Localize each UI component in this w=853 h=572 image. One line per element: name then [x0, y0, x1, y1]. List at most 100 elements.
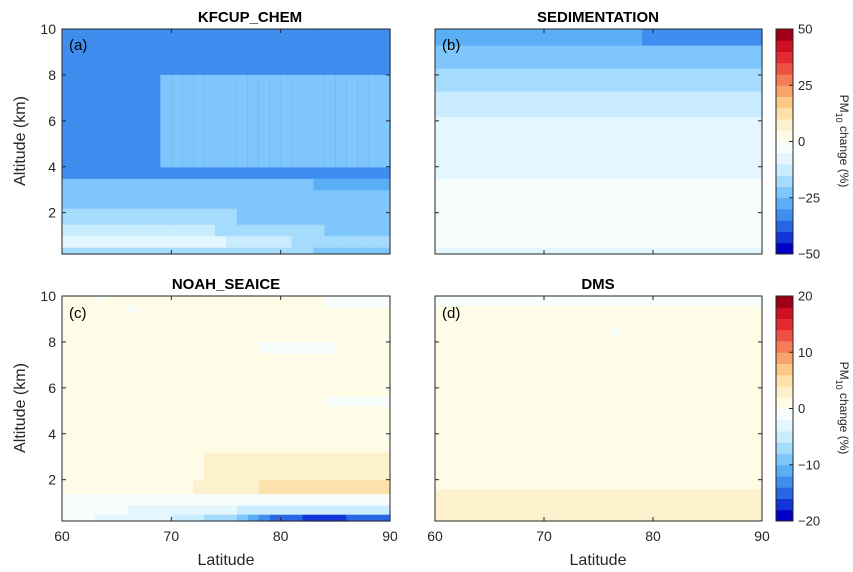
panel-c-label: (c) — [69, 305, 87, 322]
heatmap-cell — [269, 235, 282, 248]
heatmap-cell — [62, 296, 74, 453]
heatmap-cell — [445, 116, 458, 179]
heatmap-cell — [335, 224, 347, 237]
heatmap-cell — [533, 68, 545, 92]
heatmap-cell — [576, 178, 589, 248]
heatmap-cell — [247, 235, 260, 248]
heatmap-cell — [751, 116, 763, 179]
colorbar-top-label-sub: 10 — [834, 113, 844, 123]
heatmap-cell — [182, 504, 194, 515]
heatmap-cell — [247, 504, 260, 515]
heatmap-cell — [489, 90, 501, 117]
heatmap-cell — [587, 29, 600, 46]
heatmap-cell — [182, 178, 194, 191]
heatmap-cell — [435, 305, 447, 490]
heatmap-cell — [456, 178, 469, 248]
heatmap-cell — [335, 74, 347, 168]
heatmap-cell — [236, 514, 249, 522]
heatmap-cell — [226, 224, 238, 237]
heatmap-cell — [302, 178, 315, 191]
heatmap-cell — [83, 208, 96, 225]
heatmap-cell — [456, 45, 469, 69]
heatmap-cell — [280, 74, 293, 168]
heatmap-cell — [445, 178, 458, 248]
heatmap-patch — [324, 397, 390, 407]
heatmap-cell — [291, 189, 304, 209]
heatmap-cell — [324, 247, 336, 255]
heatmap-cell — [258, 178, 271, 191]
heatmap-cell — [379, 189, 391, 209]
heatmap-cell — [193, 479, 205, 495]
heatmap-cell — [478, 29, 491, 46]
heatmap-cell — [554, 305, 567, 490]
heatmap-cell — [533, 305, 545, 490]
heatmap-cell — [609, 29, 621, 46]
heatmap-cell — [565, 116, 578, 179]
heatmap-cell — [631, 90, 643, 117]
heatmap-cell — [171, 247, 183, 255]
colorbar-tick-label: 20 — [798, 289, 812, 304]
panel-a-frame — [61, 28, 391, 255]
heatmap-cell — [379, 224, 391, 237]
heatmap-cell — [729, 68, 741, 92]
heatmap-cell — [631, 29, 643, 46]
panel-a-ticks: 2 4 6 8 10 — [40, 21, 391, 254]
heatmap-cell — [653, 68, 665, 92]
heatmap-cell — [696, 247, 709, 255]
heatmap-cell — [576, 296, 589, 306]
heatmap-cell — [718, 68, 730, 92]
heatmap-cell — [182, 74, 194, 168]
heatmap-cell — [258, 514, 271, 522]
heatmap-cell — [631, 296, 643, 306]
heatmap-cell — [357, 452, 369, 481]
heatmap-cell — [435, 68, 447, 92]
heatmap-cell — [127, 178, 140, 191]
heatmap-cell — [751, 305, 763, 490]
heatmap-cell — [291, 247, 304, 255]
heatmap-cell — [478, 488, 491, 522]
heatmap-cell — [620, 116, 632, 179]
heatmap-cell — [62, 189, 74, 209]
heatmap-cell — [204, 235, 216, 248]
heatmap-cell — [554, 488, 567, 522]
heatmap-cell — [631, 116, 643, 179]
heatmap-cell — [324, 452, 336, 481]
heatmap-cell — [324, 514, 336, 522]
heatmap-cell — [236, 504, 249, 515]
heatmap-cell — [193, 178, 205, 191]
heatmap-cell — [62, 178, 74, 191]
heatmap-cell — [313, 479, 325, 495]
heatmap-cell — [663, 68, 676, 92]
colorbar-swatch — [776, 318, 793, 331]
heatmap-cell — [215, 504, 227, 515]
heatmap-cell — [302, 514, 315, 522]
heatmap-cell — [269, 479, 282, 495]
heatmap-cell — [357, 504, 369, 515]
heatmap-cell — [379, 452, 391, 481]
heatmap-cell — [291, 224, 304, 237]
heatmap-cell — [456, 29, 469, 46]
heatmap-cell — [160, 493, 172, 506]
heatmap-cell — [379, 247, 391, 255]
heatmap-cell — [587, 90, 600, 117]
heatmap-cell — [204, 74, 216, 168]
heatmap-cell — [587, 178, 600, 248]
panel-a-label: (a) — [69, 37, 87, 54]
heatmap-cell — [302, 504, 315, 515]
heatmap-cell — [105, 178, 118, 191]
heatmap-cell — [269, 504, 282, 515]
heatmap-cell — [642, 68, 654, 92]
panel-a-title: KFCUP_CHEM — [198, 9, 302, 26]
heatmap-cell — [127, 29, 140, 179]
colorbar-swatch — [776, 130, 793, 142]
heatmap-cell — [718, 305, 730, 490]
heatmap-cell — [456, 68, 469, 92]
heatmap-cell — [280, 479, 293, 495]
heatmap-cell — [751, 68, 763, 92]
colorbar-tick-label: −20 — [798, 514, 820, 529]
heatmap-cell — [565, 178, 578, 248]
heatmap-cell — [663, 178, 676, 248]
heatmap-cell — [544, 296, 556, 306]
heatmap-cell — [718, 29, 730, 46]
heatmap-cell — [467, 305, 480, 490]
